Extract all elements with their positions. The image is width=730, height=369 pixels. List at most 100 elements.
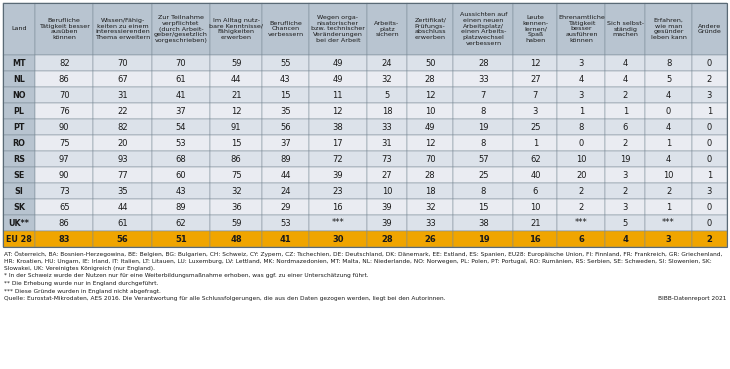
Text: 23: 23 [332,186,343,196]
Text: 5: 5 [623,218,628,228]
Text: NL: NL [13,75,25,83]
Bar [210,135,262,151]
Bar [262,215,309,231]
Text: Slowakei, UK: Vereinigtes Königreich (nur England).: Slowakei, UK: Vereinigtes Königreich (nu… [4,266,155,271]
Bar [3,135,35,151]
Bar [262,119,309,135]
Bar [513,199,558,215]
Text: 11: 11 [333,90,343,100]
Text: 18: 18 [382,107,392,115]
Text: MT: MT [12,59,26,68]
Text: 6: 6 [578,235,584,244]
Text: ***: *** [575,218,588,228]
Text: 70: 70 [176,59,186,68]
Bar [605,215,645,231]
Bar [367,55,407,71]
Bar [210,215,262,231]
Text: 82: 82 [59,59,69,68]
Text: 0: 0 [707,138,712,148]
Bar [605,3,645,55]
Text: 31: 31 [118,90,128,100]
Bar [605,199,645,215]
Bar [407,135,453,151]
Bar [692,183,727,199]
Text: 28: 28 [381,235,393,244]
Bar [453,231,513,247]
Bar [262,87,309,103]
Text: 82: 82 [118,123,128,131]
Text: 86: 86 [59,218,69,228]
Bar [262,71,309,87]
Text: 51: 51 [175,235,187,244]
Bar [210,119,262,135]
Text: 68: 68 [176,155,186,163]
Text: 29: 29 [280,203,291,211]
Bar [558,87,605,103]
Text: 28: 28 [478,59,488,68]
Text: 32: 32 [231,186,242,196]
Bar [309,199,367,215]
Text: 15: 15 [478,203,488,211]
Text: 73: 73 [382,155,393,163]
Bar [262,55,309,71]
Bar [262,167,309,183]
Bar [35,167,93,183]
Text: 0: 0 [707,155,712,163]
Text: 19: 19 [478,123,488,131]
Bar [93,183,152,199]
Text: 39: 39 [332,170,343,179]
Bar [3,55,35,71]
Text: 5: 5 [666,75,671,83]
Text: 1: 1 [707,170,712,179]
Text: SI: SI [15,186,23,196]
Bar [309,103,367,119]
Bar [558,167,605,183]
Bar [407,199,453,215]
Bar [407,103,453,119]
Bar [513,167,558,183]
Text: 38: 38 [332,123,343,131]
Text: 97: 97 [59,155,69,163]
Bar [513,119,558,135]
Text: 2: 2 [579,186,584,196]
Text: ** Die Erhebung wurde nur in England durchgeführt.: ** Die Erhebung wurde nur in England dur… [4,281,158,286]
Text: Quelle: Eurostat-Mikrodaten, AES 2016. Die Verantwortung für alle Schlussfolgeru: Quelle: Eurostat-Mikrodaten, AES 2016. D… [4,296,445,301]
Text: 1: 1 [579,107,584,115]
Bar [513,103,558,119]
Bar [35,119,93,135]
Bar [645,71,692,87]
Text: 4: 4 [623,235,629,244]
Text: 3: 3 [707,186,712,196]
Text: 21: 21 [530,218,541,228]
Bar [152,135,210,151]
Bar [407,231,453,247]
Bar [93,55,152,71]
Bar [35,71,93,87]
Text: 33: 33 [382,123,393,131]
Bar [453,167,513,183]
Text: 43: 43 [280,75,291,83]
Text: 89: 89 [280,155,291,163]
Bar [3,3,35,55]
Text: Ehrenamtliche
Tätigkeit
besser
ausführen
können: Ehrenamtliche Tätigkeit besser ausführen… [558,15,605,43]
Bar [309,55,367,71]
Text: 41: 41 [176,90,186,100]
Bar [367,71,407,87]
Text: 7: 7 [533,90,538,100]
Text: 2: 2 [707,235,712,244]
Bar [3,183,35,199]
Text: 41: 41 [280,235,291,244]
Bar [645,167,692,183]
Bar [152,3,210,55]
Text: 3: 3 [579,59,584,68]
Text: 37: 37 [176,107,186,115]
Text: 39: 39 [382,203,392,211]
Bar [210,55,262,71]
Bar [262,103,309,119]
Bar [558,55,605,71]
Text: AT: Österreich, BA: Bosnien-Herzegowina, BE: Belgien, BG: Bulgarien, CH: Schweiz: AT: Österreich, BA: Bosnien-Herzegowina,… [4,251,723,257]
Text: 8: 8 [481,186,486,196]
Bar [152,183,210,199]
Text: UK**: UK** [9,218,29,228]
Text: 10: 10 [664,170,674,179]
